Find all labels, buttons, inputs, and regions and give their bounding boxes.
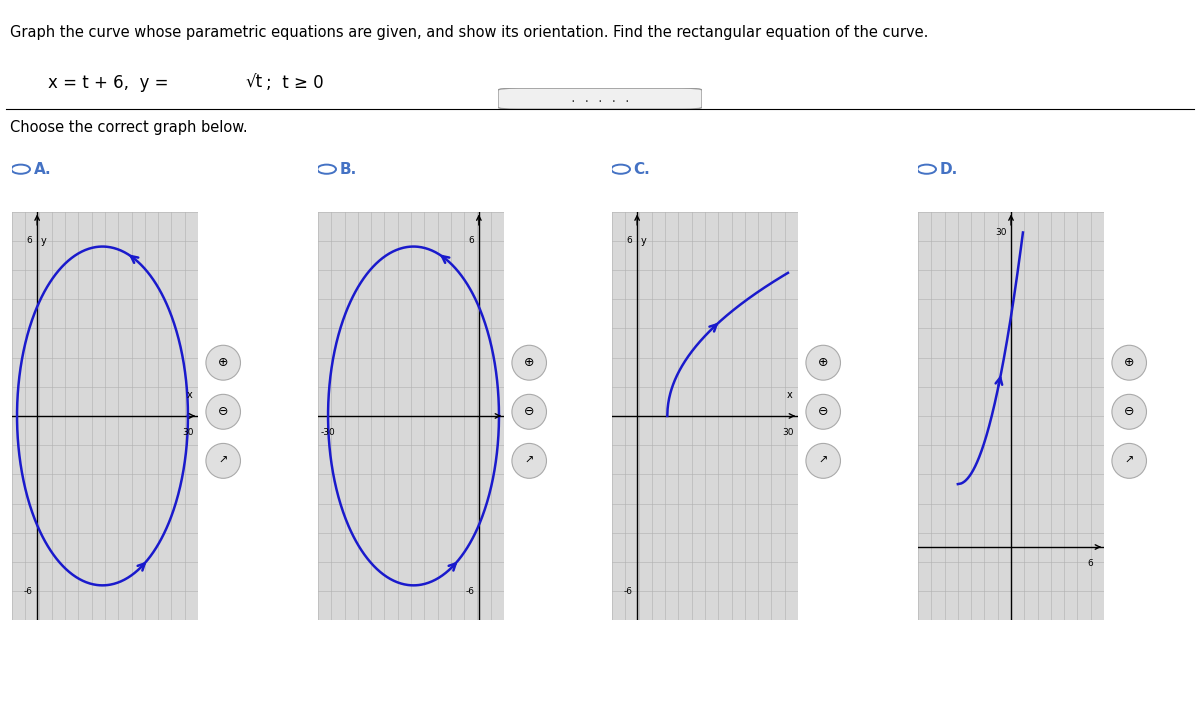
Text: B.: B. — [340, 161, 356, 177]
Text: x: x — [187, 390, 192, 400]
Text: ⊖: ⊖ — [1124, 405, 1134, 418]
Text: √t: √t — [246, 74, 263, 92]
Circle shape — [1112, 443, 1146, 478]
Text: y: y — [41, 236, 47, 246]
Circle shape — [806, 394, 840, 429]
Circle shape — [512, 345, 546, 380]
Text: ⊕: ⊕ — [524, 356, 534, 369]
Circle shape — [806, 443, 840, 478]
Text: A.: A. — [34, 161, 52, 177]
Circle shape — [1112, 394, 1146, 429]
Text: Graph the curve whose parametric equations are given, and show its orientation. : Graph the curve whose parametric equatio… — [10, 25, 928, 39]
Text: ⊕: ⊕ — [818, 356, 828, 369]
Text: ⊖: ⊖ — [524, 405, 534, 418]
Circle shape — [206, 394, 240, 429]
Text: 30: 30 — [995, 228, 1007, 237]
Circle shape — [206, 345, 240, 380]
Text: -30: -30 — [320, 428, 336, 437]
FancyBboxPatch shape — [498, 88, 702, 109]
Text: x = t + 6,  y =: x = t + 6, y = — [48, 74, 174, 92]
Text: 30: 30 — [182, 428, 193, 437]
Text: 30: 30 — [782, 428, 793, 437]
Text: ↗: ↗ — [524, 456, 534, 466]
Text: ↗: ↗ — [218, 456, 228, 466]
Circle shape — [512, 394, 546, 429]
Text: ↗: ↗ — [818, 456, 828, 466]
Text: y: y — [641, 236, 647, 246]
Text: . . . . .: . . . . . — [570, 94, 630, 104]
Circle shape — [1112, 345, 1146, 380]
Text: 6: 6 — [468, 236, 474, 245]
Text: ⊕: ⊕ — [1124, 356, 1134, 369]
Text: D.: D. — [940, 161, 958, 177]
Text: Choose the correct graph below.: Choose the correct graph below. — [10, 120, 247, 135]
Text: C.: C. — [634, 161, 650, 177]
Circle shape — [206, 443, 240, 478]
Text: 6: 6 — [26, 236, 32, 245]
Text: ⊖: ⊖ — [218, 405, 228, 418]
Circle shape — [806, 345, 840, 380]
Text: ↗: ↗ — [1124, 456, 1134, 466]
Text: -6: -6 — [24, 587, 32, 596]
Text: 6: 6 — [1088, 559, 1093, 568]
Text: -6: -6 — [624, 587, 632, 596]
Text: ⊕: ⊕ — [218, 356, 228, 369]
Text: x: x — [787, 390, 792, 400]
Circle shape — [512, 443, 546, 478]
Text: ;  t ≥ 0: ; t ≥ 0 — [266, 74, 324, 92]
Text: 6: 6 — [626, 236, 632, 245]
Text: -6: -6 — [466, 587, 474, 596]
Text: ⊖: ⊖ — [818, 405, 828, 418]
